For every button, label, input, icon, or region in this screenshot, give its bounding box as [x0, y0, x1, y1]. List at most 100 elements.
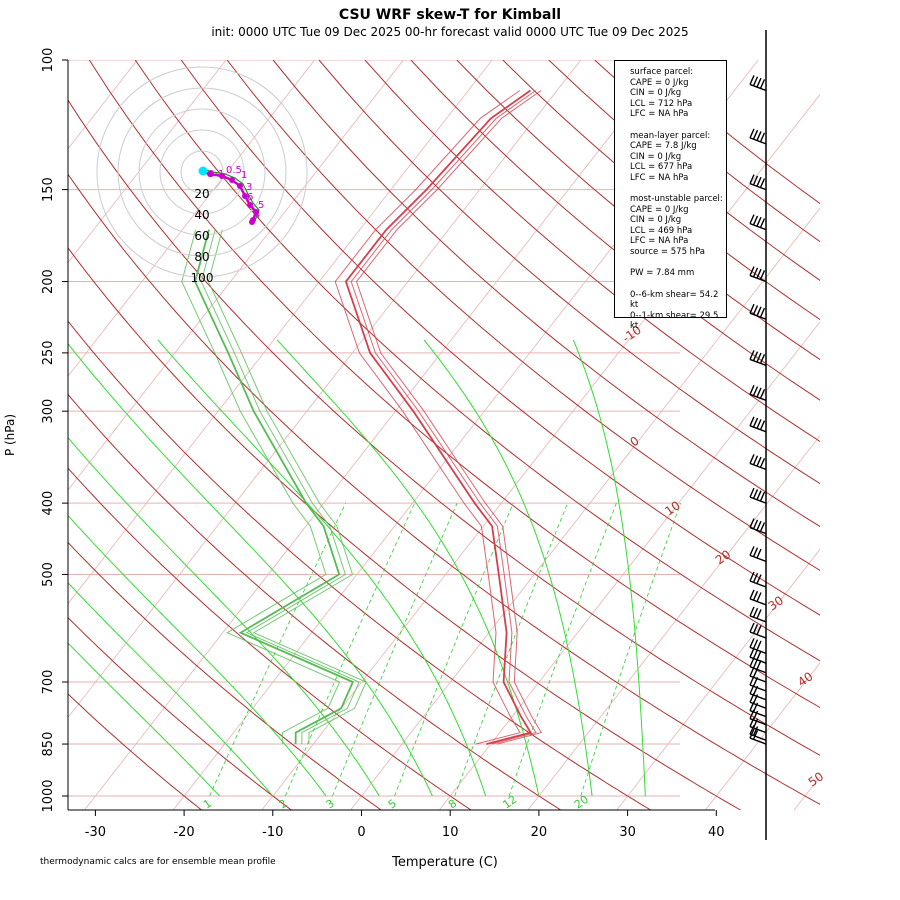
dry-adiabat	[134, 60, 820, 662]
y-tick-label: 1000	[41, 779, 56, 812]
dry-adiabat	[68, 247, 742, 810]
x-tick-label: -30	[85, 825, 106, 840]
dewpoint-profile	[194, 229, 355, 745]
mixing-ratio-line	[454, 502, 568, 797]
mixing-ratio-line	[508, 502, 617, 797]
mixing-ratio-line	[209, 502, 347, 797]
mixing-ratio-label: 1	[201, 797, 214, 812]
dry-adiabat	[272, 60, 820, 528]
y-tick-label: 500	[41, 562, 56, 587]
hodograph-ring	[159, 129, 245, 215]
wind-barb	[749, 75, 767, 92]
dry-adiabat	[68, 393, 562, 810]
wind-barb	[749, 416, 767, 433]
info-line: surface parcel:	[630, 67, 694, 77]
hodograph-ring	[138, 108, 266, 236]
wind-barb	[749, 666, 767, 683]
moist-adiabat	[276, 339, 540, 797]
hodograph-point	[237, 183, 243, 189]
wind-barb	[749, 128, 767, 145]
most-unstable-parcel-block: most-unstable parcel: CAPE = 0 J/kg CIN …	[630, 194, 726, 257]
y-tick-label: 400	[41, 491, 56, 516]
dewpoint-profile	[207, 229, 367, 745]
isotherm-line	[438, 321, 820, 810]
dry-adiabat	[68, 467, 472, 810]
dewpoint-profile	[200, 229, 360, 745]
wind-barb	[749, 728, 767, 745]
hodograph-point	[229, 177, 235, 183]
dry-adiabat	[68, 693, 203, 810]
mixing-ratio-line	[285, 502, 415, 797]
hodograph-point	[207, 171, 213, 177]
mean-layer-parcel-block: mean-layer parcel: CAPE = 7.8 J/kg CIN =…	[630, 131, 726, 184]
wind-barb	[749, 385, 767, 401]
wind-barb	[749, 606, 767, 623]
hodograph-point-label: 4	[254, 210, 260, 221]
hodograph-point-label: 1	[241, 170, 247, 181]
hodograph-point-label: 3	[246, 182, 252, 193]
info-line: CIN = 0 J/kg	[630, 88, 682, 98]
wind-barb	[749, 350, 767, 367]
y-tick-label: 150	[41, 177, 56, 202]
wind-barb	[749, 518, 767, 535]
y-tick-label: 100	[41, 48, 56, 73]
hodograph-point	[253, 209, 259, 215]
isotherm-line	[350, 207, 820, 810]
wind-barb	[749, 638, 767, 655]
moist-adiabat	[68, 582, 274, 797]
info-line: LFC = NA hPa	[630, 172, 689, 183]
hodograph-point	[219, 173, 225, 179]
wind-barb	[749, 647, 767, 664]
wind-barb	[749, 571, 767, 588]
isotherm-line	[83, 60, 670, 810]
y-tick-label: 250	[41, 340, 56, 365]
x-tick-label: 20	[531, 825, 548, 840]
info-line: LCL = 712 hPa	[630, 98, 693, 109]
isotherm-line	[68, 60, 493, 605]
y-tick-label: 700	[41, 670, 56, 695]
mixing-ratio-label: 8	[446, 797, 459, 812]
hodograph-ring	[96, 66, 308, 278]
dry-adiabat	[318, 60, 820, 485]
mixing-ratio-label: 2	[277, 797, 290, 812]
hodograph-start-point	[198, 166, 208, 176]
wind-barb	[749, 546, 767, 563]
hodograph-point-label: 5	[258, 200, 264, 211]
x-tick-label: 40	[708, 825, 725, 840]
temperature-profile	[355, 90, 543, 745]
hodograph-trace	[202, 170, 258, 223]
wind-barb	[749, 303, 767, 320]
hodograph-ring-label: 20	[194, 187, 209, 201]
info-line: CAPE = 0 J/kg	[630, 77, 689, 88]
isotherm-line	[68, 60, 315, 377]
hodograph-point-label: 0.5	[226, 165, 242, 176]
x-tick-label: -20	[173, 825, 194, 840]
isotherm-line	[68, 60, 227, 264]
info-line: CIN = 0 J/kg	[630, 215, 682, 225]
moist-adiabat	[68, 514, 327, 797]
temperature-profile	[344, 89, 533, 745]
isotherm-line	[68, 60, 582, 719]
y-tick-label: 200	[41, 269, 56, 294]
isotherm-line	[704, 662, 820, 810]
wind-barb	[749, 589, 767, 606]
mixing-ratio-label: 3	[324, 797, 337, 812]
hodograph-point	[249, 219, 255, 225]
temperature-profile	[350, 90, 537, 745]
x-tick-label: 10	[442, 825, 459, 840]
wind-barb	[749, 454, 767, 471]
surface-parcel-block: surface parcel: CAPE = 0 J/kg CIN = 0 J/…	[630, 67, 726, 120]
moist-adiabat	[423, 339, 593, 797]
mixing-ratio-line	[332, 502, 458, 797]
hodograph-ring-label: 80	[194, 250, 209, 264]
moist-adiabat	[572, 339, 646, 796]
wind-barb	[749, 724, 767, 741]
info-line: mean-layer parcel:	[630, 130, 711, 141]
temperature-profile	[334, 90, 521, 745]
hodograph-ring-label: 100	[191, 271, 214, 285]
dry-adiabat	[364, 60, 820, 443]
dry-adiabat	[68, 320, 652, 810]
x-axis-label: Temperature (C)	[392, 855, 498, 870]
hodograph-ring	[180, 150, 224, 194]
